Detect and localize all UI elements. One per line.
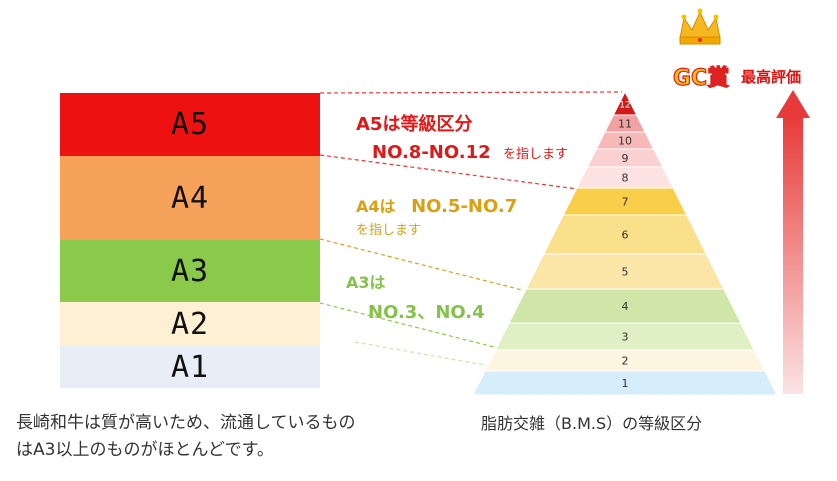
- arrow-shaft: [783, 116, 803, 394]
- annotation-a5-line1: A5は等級区分: [356, 114, 473, 135]
- annotation-a3: A3は NO.3、NO.4: [346, 268, 485, 328]
- connector-a5-bottom: [319, 154, 586, 191]
- pyramid-level-label-6: 6: [622, 229, 629, 242]
- connector-a3-bottom: [319, 302, 499, 349]
- grade-a4: A4: [60, 156, 320, 240]
- annotation-a5-suffix: を指します: [502, 147, 568, 162]
- crown-icon: [679, 8, 721, 45]
- pyramid-level-label-10: 10: [618, 135, 632, 148]
- pyramid-caption: 脂肪交雑（B.M.S）の等級区分: [481, 414, 703, 433]
- annotation-a4-range: NO.5-NO.7: [411, 196, 518, 217]
- pyramid-band-1: [472, 370, 778, 396]
- pyramid-bands: 12 11 10 9 8 7 6 5 4 3 2 1: [472, 90, 778, 396]
- pyramid-level-label-1: 1: [622, 377, 629, 390]
- annotation-a5: A5は等級区分 NO.8-NO.12 を指します: [356, 111, 568, 169]
- pyramid-level-label-11: 11: [618, 118, 632, 131]
- pyramid-level-label-12: 12: [619, 101, 630, 111]
- grade-a2: A2: [60, 302, 320, 346]
- pyramid-level-label-2: 2: [622, 355, 629, 368]
- top-evaluation-label: 最高評価: [741, 68, 802, 86]
- grade-a3: A3: [60, 240, 320, 302]
- annotation-a5-range: NO.8-NO.12: [372, 142, 491, 163]
- grade-a5: A5: [60, 93, 320, 156]
- pyramid-level-label-3: 3: [622, 331, 629, 344]
- pyramid-level-label-8: 8: [622, 172, 629, 185]
- arrow-head: [776, 90, 810, 118]
- grade-a1: A1: [60, 346, 320, 388]
- pyramid-level-label-5: 5: [622, 266, 629, 279]
- annotation-a4-prefix: A4は: [356, 197, 396, 216]
- grade-stack: A5 A4 A3 A2 A1: [60, 93, 320, 388]
- gc-award-label: GC賞: [672, 65, 730, 91]
- connector-a3-extra: [354, 341, 486, 366]
- left-caption-line2: はA3以上のものがほとんどです。: [16, 440, 274, 460]
- connector-a5-top: [319, 91, 623, 94]
- annotation-a3-line1: A3は: [346, 273, 386, 292]
- pyramid-level-label-9: 9: [622, 152, 629, 165]
- annotation-a4: A4は NO.5-NO.7 を指します: [356, 196, 517, 242]
- pyramid-level-label-7: 7: [622, 196, 629, 209]
- pyramid-level-label-4: 4: [622, 300, 629, 313]
- annotation-a4-suffix: を指します: [356, 223, 422, 238]
- left-caption: 長崎和牛は質が高いため、流通しているもの はA3以上のものがほとんどです。: [16, 410, 356, 464]
- left-caption-line1: 長崎和牛は質が高いため、流通しているもの: [16, 413, 356, 433]
- annotation-a3-line2: NO.3、NO.4: [368, 302, 485, 323]
